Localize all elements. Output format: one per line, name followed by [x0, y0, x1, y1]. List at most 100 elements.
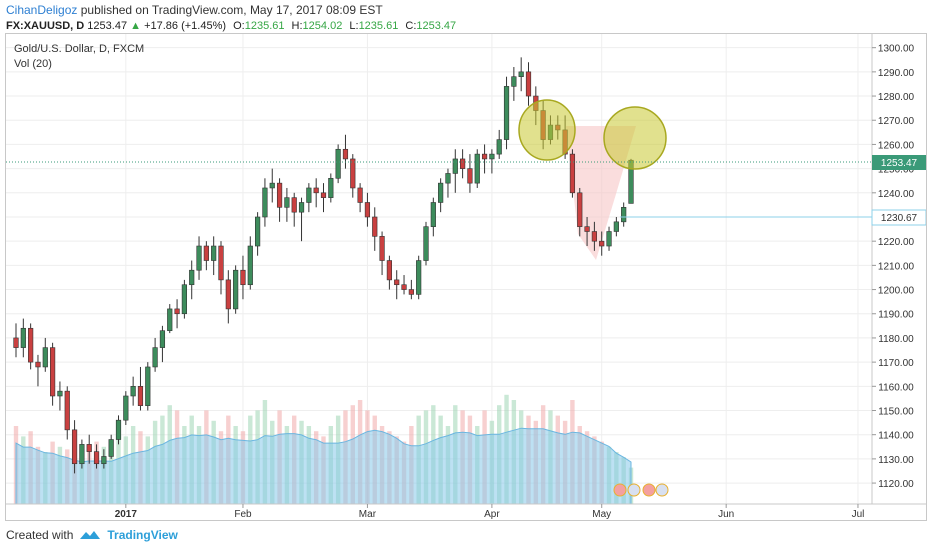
- open-value: 1235.61: [244, 20, 285, 32]
- tradingview-brand-link[interactable]: TradingView: [107, 528, 178, 542]
- last-price: 1253.47: [87, 20, 128, 32]
- candle: [64, 386, 70, 440]
- candle-body: [64, 390, 70, 431]
- candle: [503, 76, 510, 150]
- candle-body: [115, 419, 122, 440]
- candle: [233, 265, 239, 314]
- candle: [474, 149, 480, 188]
- open-label: O:: [233, 20, 245, 32]
- candle: [284, 187, 290, 222]
- candle: [262, 178, 268, 227]
- time-axis[interactable]: 2017 Feb Mar Apr May Jun Jul: [115, 504, 865, 520]
- candle: [328, 173, 334, 203]
- candle-body: [503, 86, 510, 140]
- candle-body: [313, 187, 319, 194]
- candle: [467, 154, 473, 193]
- candle-body: [306, 187, 312, 203]
- candle: [342, 134, 349, 169]
- close-value: 1253.47: [416, 20, 457, 32]
- candle: [525, 62, 532, 106]
- high-label: H:: [291, 20, 303, 32]
- candle-body: [86, 444, 92, 452]
- volume-legend: Vol (20): [14, 58, 52, 70]
- left-shoulder-circle: [518, 99, 576, 161]
- candle: [313, 178, 319, 208]
- candle: [20, 318, 26, 358]
- y-tick-label: 1120.00: [878, 479, 914, 490]
- candle: [416, 255, 422, 300]
- candle-body: [262, 187, 268, 218]
- x-tick-label: May: [592, 509, 611, 520]
- candle: [518, 57, 524, 92]
- candle: [357, 183, 363, 213]
- candle-body: [20, 327, 26, 348]
- symbol-quote: FX:XAUUSD, D 1253.47 ▲ +17.86 (+1.45%) O…: [6, 20, 456, 32]
- candle-body: [320, 192, 327, 198]
- candle-body: [511, 76, 517, 87]
- tradingview-logo-icon: [80, 531, 101, 539]
- candle-body: [525, 71, 532, 97]
- candle: [123, 391, 129, 426]
- candle-body: [123, 395, 129, 421]
- candle: [93, 444, 100, 469]
- candle-body: [394, 279, 400, 286]
- last-price-tag: 1253.47: [872, 155, 926, 170]
- candle-body: [335, 148, 341, 179]
- candle-body: [606, 231, 612, 247]
- y-tick-label: 1160.00: [878, 382, 914, 393]
- y-tick-label: 1180.00: [878, 334, 914, 345]
- y-tick-label: 1140.00: [878, 431, 914, 442]
- price-axis[interactable]: 1120.00 1130.00 1140.00 1150.00 1160.00 1170.…: [872, 44, 915, 490]
- candle: [115, 415, 122, 445]
- candle: [218, 241, 224, 295]
- candle: [225, 270, 231, 324]
- candle-body: [328, 177, 334, 198]
- author-link[interactable]: CihanDeligoz: [6, 3, 78, 17]
- y-tick-label: 1270.00: [878, 116, 915, 127]
- candle-body: [284, 197, 290, 208]
- candle-body: [240, 269, 246, 286]
- candle: [13, 323, 19, 358]
- candle-body: [101, 456, 107, 465]
- y-tick-label: 1260.00: [878, 140, 915, 151]
- candle: [71, 420, 78, 474]
- candle: [35, 354, 41, 387]
- candle-body: [211, 245, 217, 261]
- candle: [152, 337, 158, 372]
- candle: [181, 279, 187, 319]
- x-tick-label: Jul: [852, 509, 865, 520]
- candle-body: [218, 245, 224, 281]
- candle: [145, 362, 151, 411]
- candle: [372, 207, 378, 251]
- candle: [276, 178, 283, 222]
- y-tick-label: 1220.00: [878, 237, 915, 248]
- candle-body: [159, 330, 166, 348]
- candle: [364, 192, 371, 227]
- candle: [386, 255, 392, 290]
- candle-body: [452, 158, 458, 174]
- candle-body: [430, 202, 436, 227]
- candle: [291, 192, 297, 227]
- candle-body: [42, 347, 48, 368]
- candle: [240, 255, 246, 300]
- candle: [298, 197, 305, 242]
- candle-body: [137, 386, 144, 406]
- candle-body: [145, 366, 151, 406]
- y-tick-label: 1190.00: [878, 310, 914, 321]
- candle-body: [584, 226, 590, 232]
- chart-frame[interactable]: 1120.00 1130.00 1140.00 1150.00 1160.00 1170.…: [5, 33, 927, 521]
- candle: [42, 337, 48, 372]
- candle-body: [79, 444, 85, 465]
- candle: [496, 129, 502, 159]
- x-tick-label: Apr: [484, 509, 500, 520]
- candle: [130, 376, 136, 406]
- candle-body: [57, 390, 63, 397]
- x-tick-label: 2017: [115, 509, 138, 520]
- price-chart[interactable]: 1120.00 1130.00 1140.00 1150.00 1160.00 1170.…: [6, 34, 927, 520]
- candle: [394, 270, 400, 300]
- candle-body: [130, 386, 136, 397]
- candle: [481, 144, 488, 174]
- candle-body: [342, 148, 349, 160]
- candle: [320, 183, 327, 213]
- candle-body: [372, 216, 378, 237]
